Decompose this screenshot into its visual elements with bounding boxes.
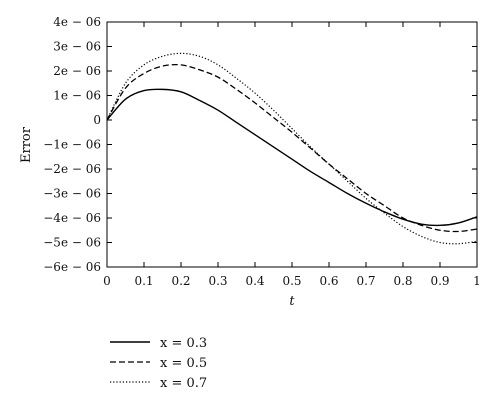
y-tick-label: 1e − 06: [53, 89, 101, 103]
x-tick-label: 0.6: [319, 274, 338, 288]
y-tick-label: 4e − 06: [53, 15, 101, 29]
y-axis-ticks: 4e − 06 3e − 06 2e − 06 1e − 06 0 −1e − 06 −2e…: [43, 15, 477, 274]
y-tick-label: 0: [93, 113, 101, 127]
y-tick-label: −4e − 06: [43, 211, 101, 225]
y-axis-label: Error: [19, 126, 34, 163]
legend-label: x = 0.3: [160, 336, 207, 351]
x-axis-label: t: [289, 294, 295, 309]
y-tick-label: 3e − 06: [53, 40, 101, 54]
x-tick-label: 0.9: [430, 274, 449, 288]
legend-label: x = 0.5: [160, 356, 207, 371]
y-tick-label: 2e − 06: [53, 64, 101, 78]
y-tick-label: −3e − 06: [43, 187, 101, 201]
x-tick-label: 1: [473, 274, 481, 288]
x-tick-label: 0.5: [282, 274, 301, 288]
x-axis-ticks: 0 0.1 0.2 0.3 0.4 0.5 0.6 0.7 0.8 0.9 1: [103, 22, 481, 288]
legend-label: x = 0.7: [160, 376, 207, 391]
y-tick-label: −2e − 06: [43, 162, 101, 176]
legend: x = 0.3 x = 0.5 x = 0.7: [110, 336, 207, 391]
series-line-1: [106, 88, 478, 227]
series-line-2: [106, 63, 478, 233]
plot-frame: [106, 21, 478, 268]
y-tick-label: −1e − 06: [43, 138, 101, 152]
series-lines: [106, 52, 478, 245]
x-tick-label: 0.4: [245, 274, 264, 288]
x-tick-label: 0.1: [134, 274, 153, 288]
x-tick-label: 0.7: [356, 274, 375, 288]
y-tick-label: −5e − 06: [43, 236, 101, 250]
x-tick-label: 0.2: [171, 274, 190, 288]
x-tick-label: 0: [103, 274, 111, 288]
series-line-3: [106, 52, 478, 245]
x-tick-label: 0.3: [208, 274, 227, 288]
y-tick-label: −6e − 06: [43, 260, 101, 274]
x-tick-label: 0.8: [393, 274, 412, 288]
